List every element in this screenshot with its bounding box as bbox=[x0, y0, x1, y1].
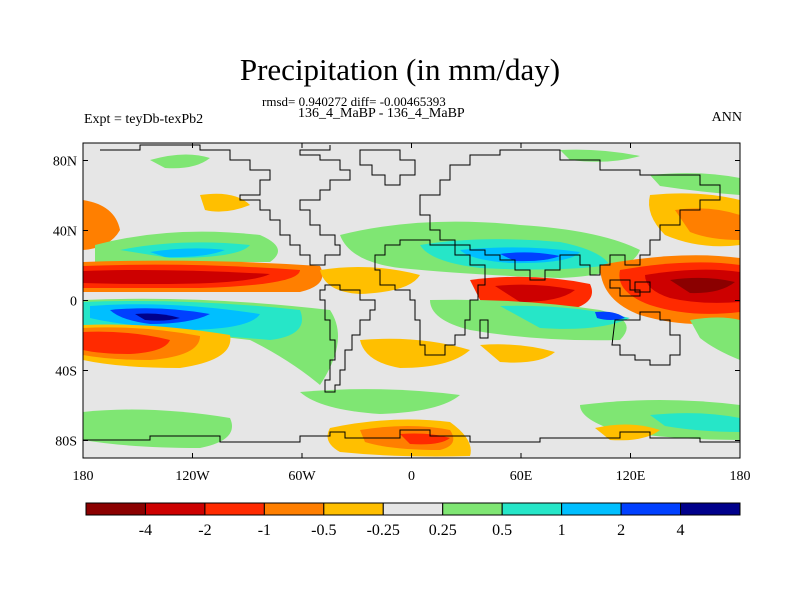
coastline-australia bbox=[611, 311, 681, 366]
lon-tick-label: 120W bbox=[175, 469, 210, 484]
field-patch bbox=[560, 149, 640, 162]
field-patch bbox=[675, 208, 740, 240]
lon-tick-label: 0 bbox=[408, 469, 415, 484]
field-patch bbox=[480, 344, 555, 363]
colorbar-swatch bbox=[680, 502, 741, 516]
colorbar-swatch bbox=[620, 502, 682, 516]
field-patch bbox=[500, 305, 630, 329]
colorbar-label: 0.5 bbox=[492, 522, 512, 539]
lat-tick-label: 80S bbox=[55, 435, 77, 450]
lon-tick-label: 60W bbox=[288, 469, 316, 484]
field-patch bbox=[650, 413, 740, 432]
season-label: ANN bbox=[711, 110, 742, 125]
lon-tick-label: 180 bbox=[73, 469, 94, 484]
lon-tick-label: 60E bbox=[510, 469, 533, 484]
coastline-madagascar bbox=[479, 319, 489, 339]
field-patch bbox=[150, 154, 210, 169]
lat-tick-label: 40S bbox=[55, 365, 77, 380]
field-patch bbox=[690, 317, 740, 360]
lat-tick-label: 0 bbox=[70, 295, 77, 310]
lon-tick-label: 120E bbox=[616, 469, 646, 484]
field-patch bbox=[83, 331, 170, 354]
colorbar-swatch bbox=[561, 502, 622, 516]
colorbar-label: -0.25 bbox=[367, 522, 400, 539]
experiment-label: Expt = teyDb-texPb2 bbox=[84, 112, 204, 127]
lon-tick-label: 180 bbox=[730, 469, 751, 484]
field-patch bbox=[300, 389, 460, 414]
field-patch bbox=[670, 277, 735, 294]
map-subtitle: 136_4_MaBP - 136_4_MaBP bbox=[298, 106, 465, 121]
colorbar-label: 1 bbox=[558, 522, 566, 539]
colorbar-swatch bbox=[382, 502, 444, 516]
colorbar-label: -4 bbox=[139, 522, 152, 539]
field-patch bbox=[500, 252, 560, 262]
colorbar-label: 2 bbox=[617, 522, 625, 539]
field-patch bbox=[495, 284, 575, 302]
field-patch bbox=[135, 313, 180, 321]
map-axes: 180 120W 60W 0 60E 120E 180 80N 40N 0 40S 80S bbox=[53, 143, 751, 484]
field-patch bbox=[83, 200, 120, 250]
coastline-antarctica bbox=[83, 429, 740, 443]
colorbar-swatch bbox=[442, 502, 503, 516]
lat-tick-label: 40N bbox=[53, 225, 77, 240]
colorbar-label: -0.5 bbox=[311, 522, 336, 539]
colorbar-swatch bbox=[204, 502, 265, 516]
colorbar-swatch bbox=[323, 502, 384, 516]
lat-tick-label: 80N bbox=[53, 155, 77, 170]
stats-text: rmsd= 0.940272 diff= -0.00465393 bbox=[262, 94, 446, 109]
coastline-north-america bbox=[100, 144, 351, 266]
field-patch bbox=[83, 270, 270, 284]
coastline-south-america bbox=[319, 284, 376, 393]
field-patch bbox=[83, 409, 232, 448]
field-patch bbox=[360, 338, 470, 368]
coastline-eurasia bbox=[419, 149, 721, 281]
colorbar-swatch bbox=[501, 502, 563, 516]
coastline-maritime-continent bbox=[609, 279, 651, 297]
colorbar-swatch bbox=[85, 502, 146, 516]
field-patch bbox=[200, 193, 250, 212]
map-title: Precipitation (in mm/day) bbox=[239, 52, 561, 87]
colorbar-label: -2 bbox=[198, 522, 211, 539]
colorbar-label: 0.25 bbox=[429, 522, 457, 539]
colorbar-label: 4 bbox=[677, 522, 685, 539]
colorbar-label: -1 bbox=[258, 522, 271, 539]
field-patch bbox=[595, 311, 625, 320]
colorbar-swatch bbox=[263, 502, 325, 516]
coastline-greenland bbox=[359, 149, 416, 186]
field-patch bbox=[650, 173, 740, 195]
coastlines bbox=[83, 144, 740, 443]
colorbar-swatch bbox=[144, 502, 206, 516]
field-patch bbox=[150, 248, 225, 258]
coastline-africa bbox=[374, 239, 486, 356]
colorbar: -4 -2 -1 -0.5 -0.25 0.25 0.5 1 2 4 bbox=[85, 502, 741, 539]
